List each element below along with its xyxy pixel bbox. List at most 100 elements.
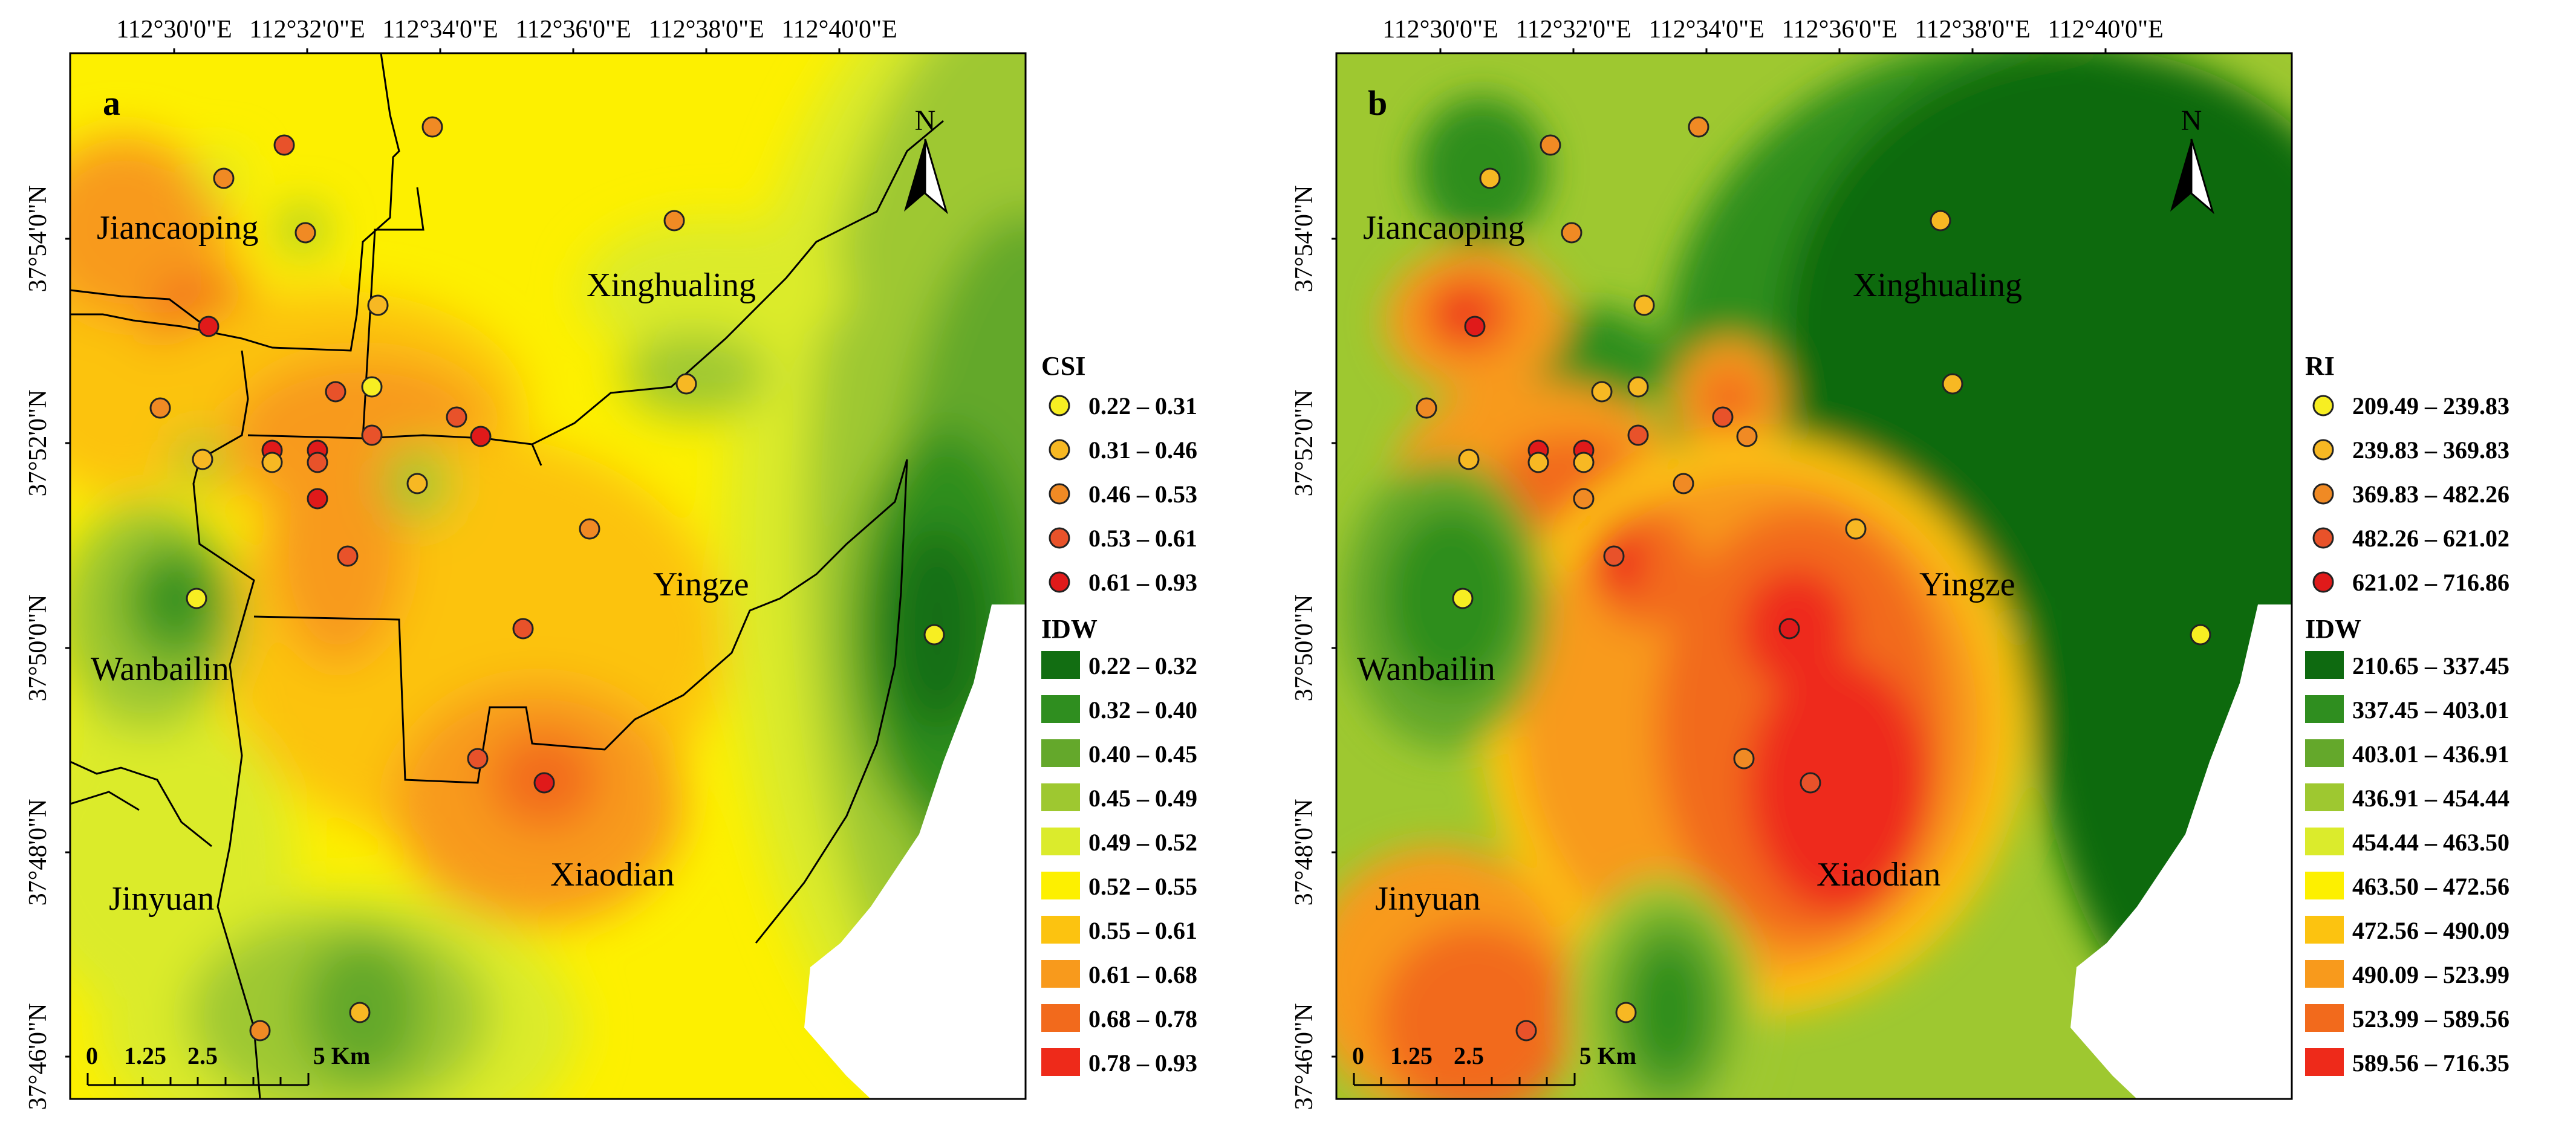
idw-legend-swatch — [1041, 651, 1080, 679]
sample-point — [337, 545, 359, 567]
y-tick-label: 37°54'0"N — [1290, 186, 1318, 293]
panel-a-district-labels: Jiancaoping Xinghualing Yingze Wanbailin… — [91, 209, 756, 918]
sample-point — [1627, 376, 1649, 398]
sample-point — [421, 116, 443, 138]
sample-point — [1712, 406, 1734, 428]
scale-label-3: 5 Km — [1579, 1042, 1636, 1069]
north-arrow-icon — [2170, 139, 2191, 212]
idw-legend-swatch — [2305, 960, 2344, 988]
sample-point — [1540, 134, 1561, 156]
district-label-jiancaoping: Jiancaoping — [97, 209, 258, 247]
sample-point — [579, 518, 600, 540]
idw-legend-label: 0.55 – 0.61 — [1088, 917, 1197, 944]
idw-legend-label: 436.91 – 454.44 — [2352, 785, 2509, 812]
y-tick-label: 37°46'0"N — [1290, 1003, 1318, 1110]
points-legend-label: 209.49 – 239.83 — [2352, 392, 2509, 420]
sample-point — [1591, 381, 1613, 403]
sample-point — [923, 624, 945, 646]
sample-point — [1930, 210, 1951, 232]
scale-label-0: 0 — [1352, 1042, 1364, 1069]
sample-point — [249, 1020, 271, 1042]
idw-legend-label: 454.44 – 463.50 — [2352, 829, 2509, 856]
sample-point — [467, 748, 489, 770]
scale-label-2: 2.5 — [187, 1042, 218, 1069]
y-tick-label: 37°52'0"N — [1290, 390, 1318, 497]
points-legend-swatch — [1049, 483, 1070, 505]
sample-point — [198, 316, 220, 337]
points-legend-title: RI — [2305, 351, 2335, 381]
x-tick-label: 112°40'0"E — [2047, 16, 2164, 44]
x-tick-label: 112°36'0"E — [515, 16, 631, 44]
idw-legend-swatch — [2305, 916, 2344, 944]
panel-a-north-arrow: N — [904, 105, 948, 215]
idw-legend-title: IDW — [2305, 614, 2361, 644]
panel-b: b Jiancaoping Xinghualing Yingze Wanbail… — [1290, 16, 2293, 1110]
north-arrow-icon-half — [924, 138, 948, 215]
panel-a-frame — [69, 52, 1027, 1100]
sample-point — [361, 376, 383, 398]
sample-point — [1778, 618, 1800, 640]
y-tick-label: 37°50'0"N — [24, 595, 52, 702]
idw-legend-swatch — [1041, 916, 1080, 944]
sample-point — [149, 397, 171, 419]
panel-a-x-ticks: 112°30'0"E 112°32'0"E 112°34'0"E 112°36'0"E… — [116, 16, 897, 53]
north-arrow-icon-half — [2190, 138, 2214, 215]
sample-point — [1942, 373, 1963, 395]
points-legend-label: 239.83 – 369.83 — [2352, 436, 2509, 464]
points-legend-swatch — [2312, 527, 2334, 549]
points-legend-swatch — [1049, 527, 1070, 549]
sample-point — [1458, 449, 1480, 470]
north-arrow-icon — [904, 139, 925, 212]
district-label-wanbailin: Wanbailin — [91, 650, 229, 688]
points-legend-swatch — [1049, 571, 1070, 593]
sample-point — [361, 424, 383, 446]
district-label-xinghualing: Xinghualing — [1853, 267, 2022, 304]
points-legend-swatch — [1049, 439, 1070, 461]
x-tick-label: 112°30'0"E — [116, 16, 232, 44]
idw-legend-swatch — [1041, 1004, 1080, 1032]
panel-b-scale-bar: 0 1.25 2.5 5 Km — [1352, 1042, 1636, 1086]
scale-bar-ticks — [86, 1073, 310, 1086]
idw-legend-swatch — [1041, 783, 1080, 811]
points-legend-label: 0.31 – 0.46 — [1088, 436, 1197, 464]
idw-legend-label: 0.68 – 0.78 — [1088, 1005, 1197, 1032]
panel-b-idw-surface — [1336, 53, 2292, 1099]
idw-legend-label: 490.09 – 523.99 — [2352, 961, 2509, 988]
sample-point — [675, 373, 697, 395]
sample-point — [1561, 222, 1582, 244]
idw-legend-label: 463.50 – 472.56 — [2352, 873, 2509, 900]
panel-a-district-boundaries — [70, 53, 944, 1099]
sample-point — [512, 618, 534, 640]
idw-legend-title: IDW — [1041, 614, 1098, 644]
idw-legend-label: 0.45 – 0.49 — [1088, 785, 1197, 812]
idw-legend-swatch — [2305, 872, 2344, 899]
idw-legend-label: 0.22 – 0.32 — [1088, 652, 1197, 679]
idw-legend-swatch — [2305, 783, 2344, 811]
panel-b-letter: b — [1368, 83, 1387, 123]
sample-point — [1673, 473, 1694, 494]
sample-point — [1573, 452, 1595, 473]
points-legend-swatch — [1049, 395, 1070, 416]
points-legend-label: 0.61 – 0.93 — [1088, 569, 1197, 596]
idw-legend-label: 0.52 – 0.55 — [1088, 873, 1197, 900]
sample-point — [1633, 294, 1655, 316]
district-label-wanbailin: Wanbailin — [1357, 650, 1495, 688]
points-legend-label: 482.26 – 621.02 — [2352, 525, 2509, 552]
sample-point — [1479, 167, 1501, 189]
points-legend-title: CSI — [1041, 351, 1085, 381]
idw-legend-label: 472.56 – 490.09 — [2352, 917, 2509, 944]
sample-point — [2190, 624, 2211, 646]
points-legend-swatch — [2312, 571, 2334, 593]
points-legend-label: 0.53 – 0.61 — [1088, 525, 1197, 552]
scale-label-0: 0 — [86, 1042, 98, 1069]
idw-legend-swatch — [1041, 872, 1080, 899]
sample-point — [1416, 397, 1437, 419]
sample-point — [325, 381, 346, 403]
idw-legend-swatch — [1041, 695, 1080, 723]
x-tick-label: 112°34'0"E — [1648, 16, 1764, 44]
idw-legend-swatch — [2305, 1048, 2344, 1076]
panel-b-north-arrow: N — [2170, 105, 2214, 215]
sample-point — [1527, 452, 1549, 473]
sample-point — [1603, 545, 1625, 567]
